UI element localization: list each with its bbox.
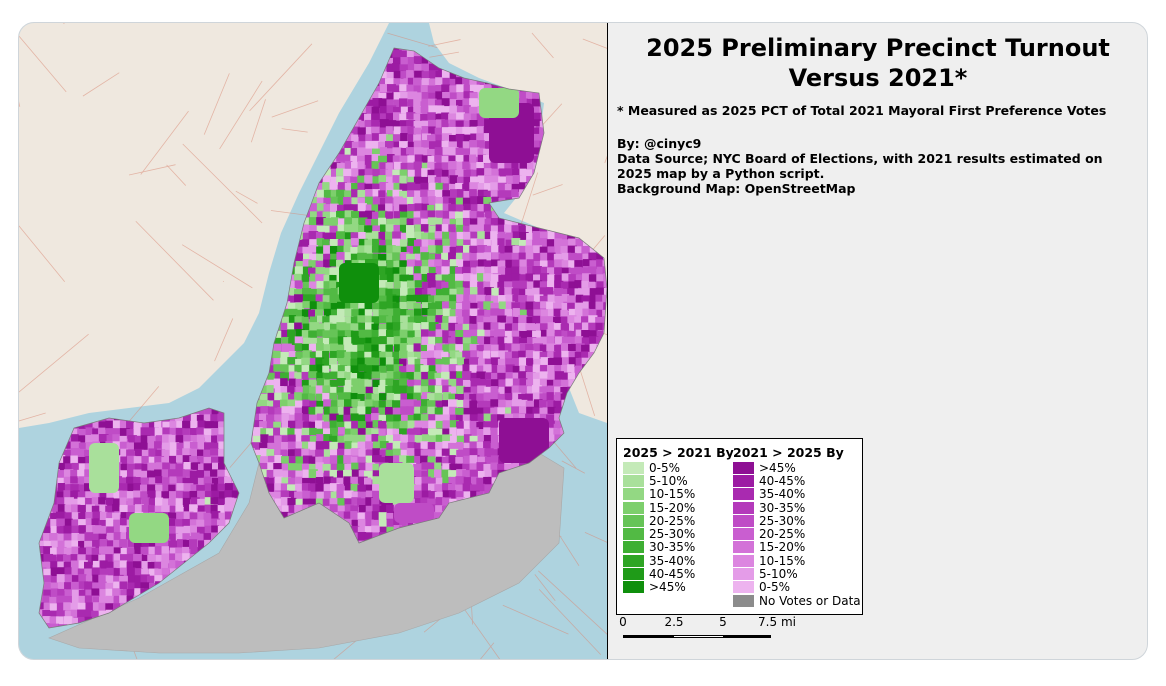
legend-purple-header: 2021 > 2025 By — [733, 445, 844, 460]
green-swatch — [623, 568, 644, 581]
purple-legend-item: 40-45% — [733, 473, 861, 488]
purple-legend-label: No Votes or Data — [759, 593, 861, 608]
purple-legend-item: 0-5% — [733, 580, 861, 595]
map-card: 2025 Preliminary Precinct Turnout Versus… — [18, 22, 1148, 660]
green-legend-item: 0-5% — [623, 460, 734, 475]
green-legend-label: 35-40% — [649, 553, 696, 568]
green-legend-item: 20-25% — [623, 513, 734, 528]
green-legend-label: 30-35% — [649, 540, 696, 555]
green-swatch — [623, 514, 644, 527]
green-legend-item: 35-40% — [623, 553, 734, 568]
new-jersey-land — [19, 23, 389, 428]
map-canvas — [19, 23, 607, 659]
long-island-land — [429, 23, 607, 423]
purple-swatch — [733, 594, 754, 607]
purple-legend-item: 35-40% — [733, 487, 861, 502]
purple-swatch — [733, 461, 754, 474]
purple-legend-label: 25-30% — [759, 513, 806, 528]
map-legend: 2025 > 2021 By 0-5% 5-10% 10-15% 15-20% 20-2… — [616, 438, 863, 615]
purple-legend-item: 20-25% — [733, 527, 861, 542]
green-swatch — [623, 541, 644, 554]
purple-swatch — [733, 554, 754, 567]
green-legend-item: 30-35% — [623, 540, 734, 555]
purple-swatch — [733, 528, 754, 541]
green-legend-item: >45% — [623, 580, 734, 595]
purple-swatch — [733, 541, 754, 554]
purple-legend-label: 15-20% — [759, 540, 806, 555]
purple-swatch — [733, 474, 754, 487]
legend-green-column: 2025 > 2021 By 0-5% 5-10% 10-15% 15-20% 20-2… — [623, 445, 734, 594]
green-swatch — [623, 488, 644, 501]
purple-legend-item: No Votes or Data — [733, 593, 861, 608]
green-swatch — [623, 528, 644, 541]
green-legend-item: 40-45% — [623, 567, 734, 582]
green-legend-label: 5-10% — [649, 473, 688, 488]
scale-segment-1 — [623, 635, 674, 638]
green-legend-label: 40-45% — [649, 567, 696, 582]
green-legend-label: 0-5% — [649, 460, 681, 475]
green-legend-item: 15-20% — [623, 500, 734, 515]
purple-swatch — [733, 501, 754, 514]
scale-label-5: 5 — [719, 615, 727, 629]
purple-swatch — [733, 514, 754, 527]
purple-legend-label: >45% — [759, 460, 796, 475]
background-map-credit: Background Map: OpenStreetMap — [617, 181, 856, 196]
footnote: * Measured as 2025 PCT of Total 2021 May… — [617, 103, 1107, 118]
green-swatch — [623, 501, 644, 514]
purple-legend-label: 35-40% — [759, 487, 806, 502]
title-line-1: 2025 Preliminary Precinct Turnout — [646, 34, 1110, 62]
green-swatch — [623, 461, 644, 474]
purple-legend-item: >45% — [733, 460, 861, 475]
green-legend-item: 25-30% — [623, 527, 734, 542]
purple-swatch — [733, 581, 754, 594]
scale-segment-3 — [723, 635, 771, 638]
legend-purple-column: 2021 > 2025 By >45% 40-45% 35-40% 30-35% 25-… — [733, 445, 861, 608]
author-credit: By: @cinyc9 — [617, 136, 702, 151]
green-legend-item: 5-10% — [623, 473, 734, 488]
purple-legend-label: 5-10% — [759, 567, 798, 582]
purple-legend-item: 25-30% — [733, 513, 861, 528]
scale-label-2-5: 2.5 — [664, 615, 684, 629]
map-title: 2025 Preliminary Precinct Turnout Versus… — [617, 33, 1139, 93]
green-swatch — [623, 474, 644, 487]
purple-legend-item: 30-35% — [733, 500, 861, 515]
purple-legend-label: 20-25% — [759, 527, 806, 542]
green-legend-label: 25-30% — [649, 527, 696, 542]
green-legend-label: 10-15% — [649, 487, 696, 502]
purple-legend-item: 15-20% — [733, 540, 861, 555]
choropleth-map[interactable] — [19, 23, 608, 659]
scale-segment-2 — [674, 635, 723, 638]
data-source: Data Source; NYC Board of Elections, wit… — [617, 151, 1103, 181]
purple-legend-label: 30-35% — [759, 500, 806, 515]
purple-swatch — [733, 568, 754, 581]
green-swatch — [623, 581, 644, 594]
green-legend-label: >45% — [649, 580, 686, 595]
scale-label-7-5: 7.5 mi — [758, 615, 796, 629]
purple-swatch — [733, 488, 754, 501]
purple-legend-item: 5-10% — [733, 567, 861, 582]
green-legend-label: 20-25% — [649, 513, 696, 528]
purple-legend-label: 0-5% — [759, 580, 791, 595]
purple-legend-label: 40-45% — [759, 473, 806, 488]
green-swatch — [623, 554, 644, 567]
scale-bar: 0 2.5 5 7.5 mi — [617, 615, 796, 645]
legend-green-header: 2025 > 2021 By — [623, 445, 734, 460]
purple-legend-item: 10-15% — [733, 553, 861, 568]
credits: By: @cinyc9 Data Source; NYC Board of El… — [617, 136, 1139, 196]
green-legend-label: 15-20% — [649, 500, 696, 515]
purple-legend-label: 10-15% — [759, 553, 806, 568]
title-line-2: Versus 2021* — [788, 64, 968, 92]
scale-label-0: 0 — [619, 615, 627, 629]
green-legend-item: 10-15% — [623, 487, 734, 502]
